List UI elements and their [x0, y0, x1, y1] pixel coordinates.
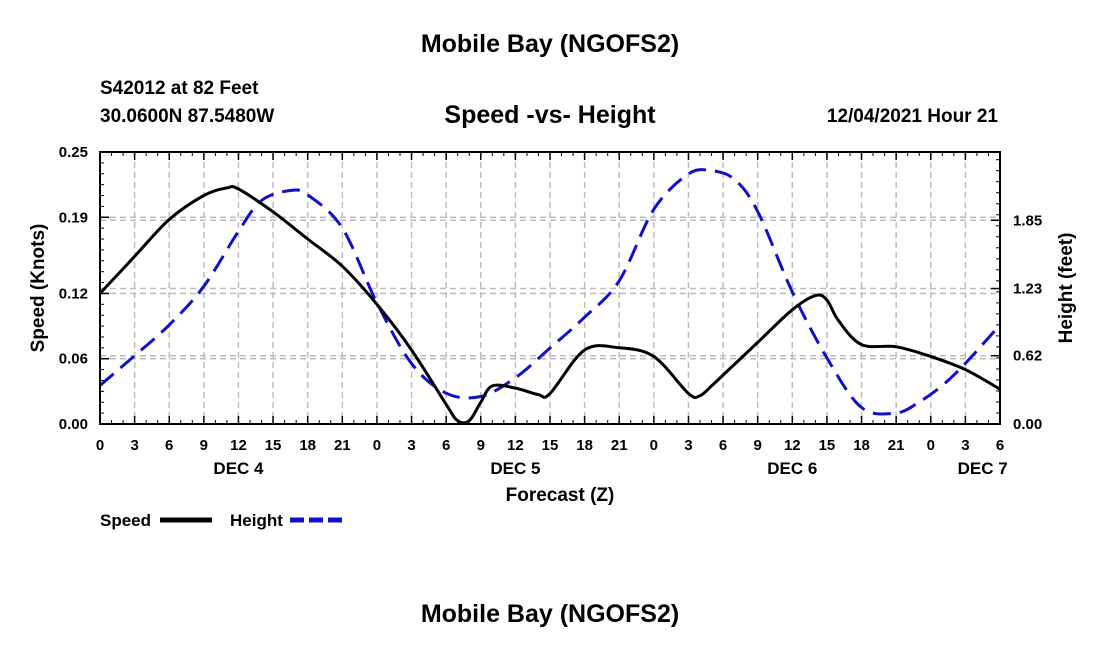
forecast-datetime: 12/04/2021 Hour 21	[826, 106, 998, 127]
x-tick-label: 15	[819, 437, 836, 454]
x-tick-label: 12	[507, 437, 524, 454]
day-label: DEC 7	[958, 459, 1008, 478]
left-tick-label: 0.06	[59, 351, 88, 368]
coordinates-label: 30.0600N 87.5480W	[100, 106, 275, 127]
left-axis-title: Speed (Knots)	[28, 224, 49, 353]
x-tick-label: 0	[373, 437, 381, 454]
x-tick-label: 3	[961, 437, 969, 454]
x-tick-label: 21	[334, 437, 351, 454]
x-tick-label: 6	[719, 437, 727, 454]
x-tick-label: 18	[853, 437, 870, 454]
x-tick-label: 3	[130, 437, 138, 454]
speed-series-line	[98, 185, 1001, 425]
x-tick-label: 21	[611, 437, 628, 454]
x-tick-label: 0	[650, 437, 658, 454]
x-tick-label: 12	[784, 437, 801, 454]
station-label: S42012 at 82 Feet	[100, 78, 259, 99]
legend: Speed Height	[100, 511, 342, 530]
day-label: DEC 6	[767, 459, 817, 478]
x-tick-label: 12	[230, 437, 247, 454]
left-tick-label: 0.25	[59, 144, 88, 161]
day-label: DEC 5	[490, 459, 540, 478]
left-tick-label: 0.19	[59, 209, 88, 226]
x-tick-label: 3	[684, 437, 692, 454]
footer-title: Mobile Bay (NGOFS2)	[420, 600, 680, 628]
x-tick-label: 0	[96, 437, 104, 454]
x-tick-label: 6	[442, 437, 450, 454]
x-tick-label: 18	[576, 437, 593, 454]
right-tick-label: 1.23	[1013, 281, 1042, 298]
grid-lines	[100, 152, 1000, 424]
chart-subtitle: Speed -vs- Height	[444, 101, 656, 129]
left-tick-label: 0.12	[59, 285, 88, 302]
day-label: DEC 4	[213, 459, 264, 478]
right-tick-label: 1.85	[1013, 212, 1042, 229]
legend-height-label: Height	[230, 511, 283, 530]
x-tick-label: 9	[754, 437, 762, 454]
right-tick-label: 0.00	[1013, 416, 1042, 433]
x-tick-label: 21	[888, 437, 905, 454]
x-tick-label: 0	[927, 437, 935, 454]
x-tick-label: 15	[542, 437, 559, 454]
x-tick-label: 9	[200, 437, 208, 454]
axes: 0 3 6 9 12 15 18 21 0 3 6 9 12 15 18 21 0 3 6 9 12 15 18 21 0 3 6 D…	[59, 144, 1042, 478]
x-tick-label: 15	[265, 437, 282, 454]
x-tick-label: 9	[477, 437, 485, 454]
x-tick-label: 18	[299, 437, 316, 454]
x-axis-title: Forecast (Z)	[506, 485, 615, 506]
right-tick-label: 0.62	[1013, 348, 1042, 365]
data-series	[98, 168, 1002, 425]
left-tick-label: 0.00	[59, 416, 88, 433]
x-tick-label: 3	[407, 437, 415, 454]
chart-title: Mobile Bay (NGOFS2)	[420, 30, 680, 58]
x-tick-label: 6	[165, 437, 173, 454]
legend-speed-label: Speed	[100, 511, 151, 530]
x-tick-label: 6	[996, 437, 1004, 454]
right-axis-title: Height (feet)	[1056, 233, 1077, 344]
